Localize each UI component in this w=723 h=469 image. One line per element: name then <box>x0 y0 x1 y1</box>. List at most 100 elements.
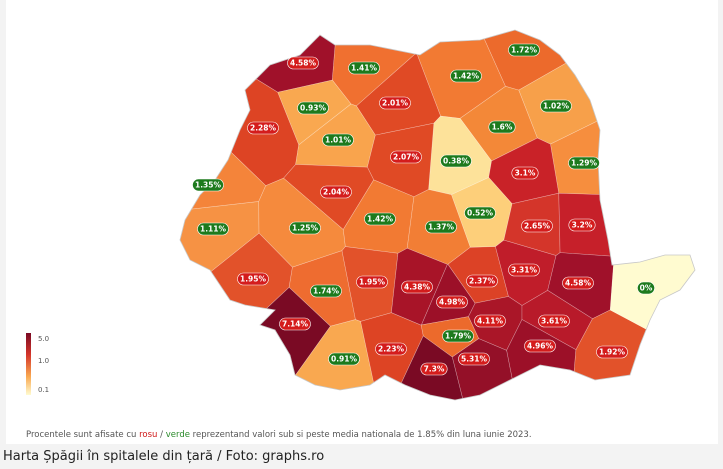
badge-label: 4.58% <box>565 279 592 288</box>
badge-label: 1.01% <box>325 136 352 145</box>
badge <box>322 133 354 147</box>
badge <box>379 96 411 110</box>
footnote-green: verde <box>165 430 190 440</box>
badge <box>320 185 352 199</box>
badge-label: 7.3% <box>424 365 445 374</box>
badge <box>464 206 496 220</box>
legend-tick-label: 1.0 <box>38 357 49 365</box>
caption: Harta Șpăgii în spitalele din țară / Fot… <box>3 449 325 464</box>
badge-label: 4.98% <box>439 298 466 307</box>
badge <box>637 281 655 295</box>
badge-label: 1.41% <box>351 64 378 73</box>
badge-label: 2.37% <box>469 277 496 286</box>
badge-label: 0% <box>640 284 653 293</box>
badge <box>197 222 229 236</box>
badge-label: 4.58% <box>290 59 317 68</box>
badge-label: 1.25% <box>292 224 319 233</box>
footnote-text: reprezentand valori sub si peste media n… <box>189 430 532 440</box>
badge-label: 1.6% <box>492 123 513 132</box>
badge <box>524 339 556 353</box>
badge <box>310 284 342 298</box>
legend: 5.0 1.0 0.1 <box>38 335 49 394</box>
badge <box>508 43 540 57</box>
badge <box>442 329 474 343</box>
badge-label: 4.96% <box>527 342 554 351</box>
badge-label: 2.28% <box>250 124 277 133</box>
badge-label: 3.31% <box>511 266 538 275</box>
badge <box>466 274 498 288</box>
badge-label: 1.95% <box>359 278 386 287</box>
county <box>180 30 339 93</box>
badge <box>420 362 448 376</box>
badge <box>521 219 553 233</box>
badge-label: 1.92% <box>599 348 626 357</box>
badge <box>568 218 596 232</box>
badge <box>436 295 468 309</box>
badge-label: 2.23% <box>378 345 405 354</box>
badge-label: 0.38% <box>443 157 470 166</box>
badge <box>538 314 570 328</box>
badge <box>488 120 516 134</box>
badge <box>458 352 490 366</box>
badge <box>425 220 457 234</box>
map: 4.58% 1.41% 1.72% 1.42% 0.93% 2.01% 1.02% 2.28%… <box>26 29 696 401</box>
badge-label: 5.31% <box>461 355 488 364</box>
legend-tick-label: 5.0 <box>38 335 49 343</box>
badge <box>390 150 422 164</box>
badge-label: 1.02% <box>543 102 570 111</box>
badge <box>247 121 279 135</box>
badge <box>562 276 594 290</box>
county <box>518 30 695 145</box>
badge-label: 2.04% <box>323 188 350 197</box>
badge-label: 1.37% <box>428 223 455 232</box>
badge <box>568 156 600 170</box>
counties <box>180 30 695 400</box>
badge-label: 2.01% <box>382 99 409 108</box>
badge-label: 1.11% <box>200 225 227 234</box>
badge <box>328 352 360 366</box>
footnote-red: rosu <box>139 430 158 440</box>
badge-label: 3.1% <box>515 169 536 178</box>
badge <box>287 56 319 70</box>
badge <box>450 69 482 83</box>
badge-label: 1.42% <box>367 215 394 224</box>
badge <box>237 272 269 286</box>
footnote-text: Procentele sunt afisate cu <box>26 430 140 440</box>
badge <box>401 280 433 294</box>
badge <box>511 166 539 180</box>
badge-label: 4.11% <box>477 317 504 326</box>
badge <box>375 342 407 356</box>
badge-label: 0.91% <box>331 355 358 364</box>
badge-label: 0.52% <box>467 209 494 218</box>
badge-label: 4.38% <box>404 283 431 292</box>
badge <box>356 275 388 289</box>
badge-label: 1.95% <box>240 275 267 284</box>
map-panel: 4.58% 1.41% 1.72% 1.42% 0.93% 2.01% 1.02% 2.28%… <box>6 0 718 444</box>
badge <box>279 317 311 331</box>
badge-label: 1.35% <box>195 181 222 190</box>
legend-tick-label: 0.1 <box>38 386 49 394</box>
country-outline <box>179 29 696 401</box>
badge <box>364 212 396 226</box>
badge-label: 3.2% <box>572 221 593 230</box>
badge <box>348 61 380 75</box>
badge-label: 1.79% <box>445 332 472 341</box>
badge <box>508 263 540 277</box>
badge <box>596 345 628 359</box>
county <box>180 286 331 400</box>
badge-label: 1.29% <box>571 159 598 168</box>
badge-label: 2.07% <box>393 153 420 162</box>
badge <box>440 154 472 168</box>
legend-colorbar <box>26 333 31 395</box>
badge-label: 1.72% <box>511 46 538 55</box>
badge-label: 1.42% <box>453 72 480 81</box>
footnote-text: / <box>157 430 166 440</box>
badges: 4.58% 1.41% 1.72% 1.42% 0.93% 2.01% 1.02% 2.28%… <box>192 43 655 376</box>
badge-label: 0.93% <box>300 104 327 113</box>
footnote: Procentele sunt afisate cu rosu / verde … <box>26 430 532 440</box>
badge <box>474 314 506 328</box>
badge <box>192 178 224 192</box>
badge-label: 1.74% <box>313 287 340 296</box>
badge <box>540 99 572 113</box>
